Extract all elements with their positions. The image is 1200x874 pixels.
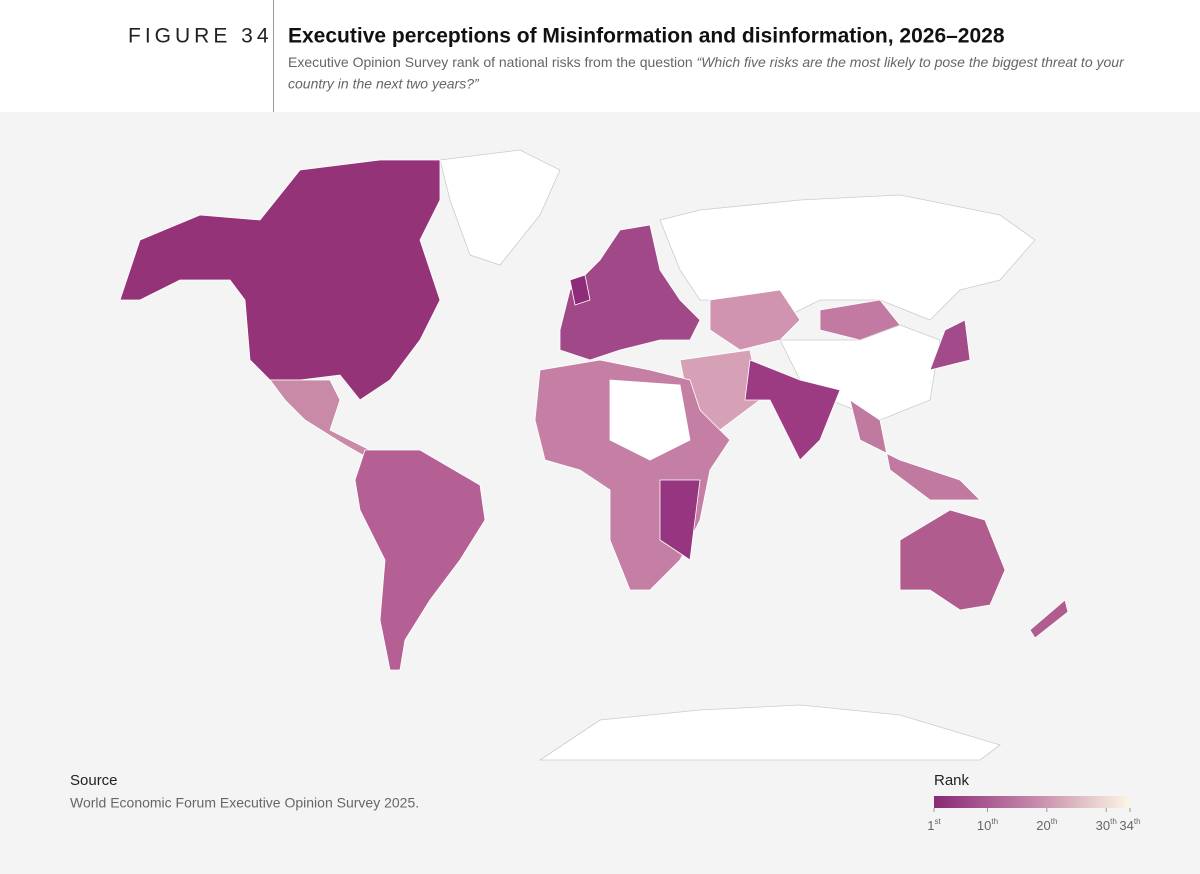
north-america [119, 159, 441, 401]
colorbar [934, 796, 1130, 808]
tick-label: 20th [1036, 817, 1057, 833]
japan [929, 319, 971, 371]
tick-number: 10 [977, 818, 991, 833]
south-america [354, 449, 486, 671]
tick-label: 34th [1119, 817, 1140, 833]
subtitle-quote: “Which five risks are the most likely to… [697, 54, 1126, 70]
tick-number: 20 [1036, 818, 1050, 833]
title: Executive perceptions of Misinformation … [288, 25, 1005, 48]
tick-label: 10th [977, 817, 998, 833]
tick-suffix: st [935, 817, 942, 826]
world-map [119, 149, 1069, 761]
australia [899, 509, 1006, 611]
tick-suffix: th [1051, 817, 1058, 826]
south-asia [744, 359, 841, 461]
east-africa [659, 479, 701, 561]
tick-label: 1st [927, 817, 941, 833]
north-africa-unranked [609, 379, 691, 461]
subtitle-quote: country in the next two years?” [288, 76, 480, 92]
source-text: World Economic Forum Executive Opinion S… [70, 795, 419, 811]
tick-number: 1 [927, 818, 934, 833]
tick-suffix: th [1134, 817, 1141, 826]
legend-title: Rank [934, 772, 970, 789]
header-band [0, 0, 1200, 112]
subtitle-plain: Executive Opinion Survey rank of nationa… [288, 54, 693, 70]
new-zealand [1029, 599, 1069, 639]
uk [569, 274, 591, 306]
figure-label: FIGURE 34 [128, 25, 273, 48]
europe [559, 224, 701, 361]
subtitle: Executive Opinion Survey rank of nationa… [288, 54, 1125, 70]
tick-number: 30 [1096, 818, 1110, 833]
source-heading: Source [70, 772, 118, 789]
tick-suffix: th [1110, 817, 1117, 826]
tick-label: 30th [1096, 817, 1117, 833]
antarctica [538, 704, 1001, 761]
tick-number: 34 [1119, 818, 1133, 833]
legend: 1st 10th 20th 30th 34th [927, 796, 1141, 833]
southeast-asia [849, 399, 981, 501]
tick-suffix: th [991, 817, 998, 826]
greenland [439, 149, 561, 266]
